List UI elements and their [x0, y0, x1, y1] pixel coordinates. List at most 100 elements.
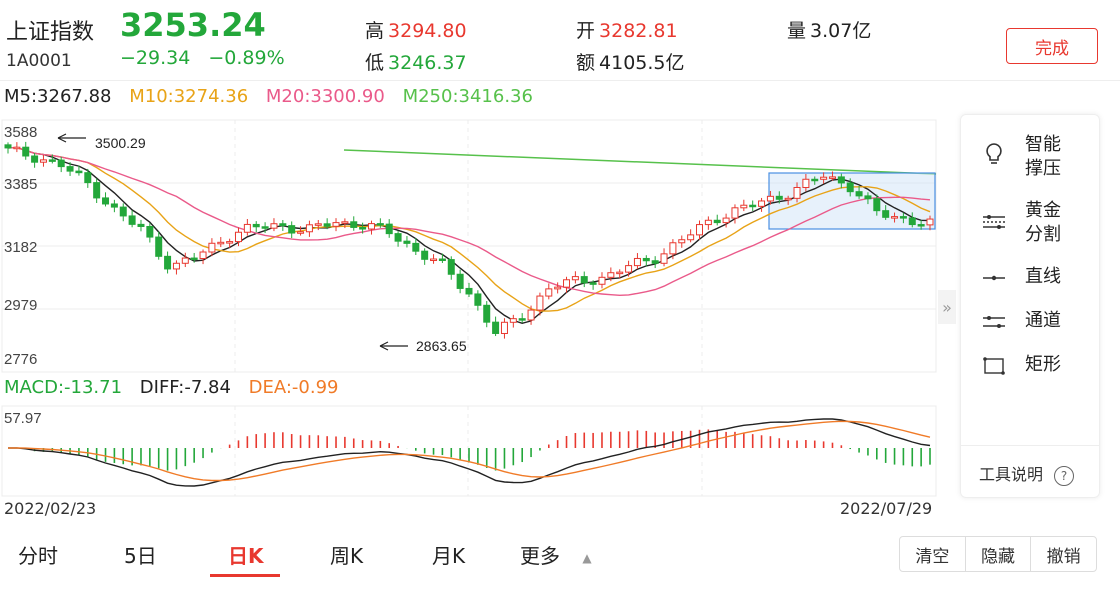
candle-body	[793, 186, 801, 199]
candle-body	[208, 242, 216, 253]
tool-label: 矩形	[1025, 354, 1061, 375]
candle-body	[48, 159, 56, 162]
candle-body	[846, 182, 854, 193]
candle-body	[190, 257, 198, 261]
open-stat: 开 3282.81	[576, 16, 678, 43]
tab-more[interactable]: 更多 ▲	[520, 540, 592, 569]
candle-body	[873, 198, 881, 212]
candle-body	[607, 272, 615, 278]
candle-body	[137, 223, 145, 227]
clear-button[interactable]: 清空	[900, 537, 966, 571]
candle-body	[93, 182, 101, 199]
more-label: 更多	[520, 544, 560, 568]
candle-body	[571, 276, 579, 281]
candle-body	[749, 204, 757, 208]
candle-body	[775, 195, 783, 200]
candle-body	[926, 218, 934, 226]
candle-body	[412, 242, 420, 252]
tool-golden-split[interactable]: 黄金 分割	[961, 197, 1101, 251]
tool-label: 智能 撑压	[1025, 134, 1061, 179]
divider	[0, 80, 1120, 81]
y-tick: 3588	[4, 124, 37, 141]
candle-body	[758, 200, 766, 207]
ma10-line	[7, 146, 931, 312]
candle-body	[917, 224, 925, 227]
candle-body	[908, 217, 916, 226]
tool-label: 直线	[1025, 266, 1061, 287]
candle-body	[704, 219, 712, 226]
ma5-label: M5:3267.88	[4, 86, 112, 107]
amount-stat: 额 4105.5亿	[576, 48, 685, 75]
candle-body	[687, 234, 695, 241]
tab-weekly-k[interactable]: 周K	[330, 544, 364, 568]
price-grid	[1, 119, 937, 373]
change-value: −29.34	[120, 47, 191, 69]
macd-lines	[7, 418, 931, 487]
done-button[interactable]: 完成	[1006, 28, 1098, 64]
tool-smart-support[interactable]: 智能 撑压	[961, 131, 1101, 185]
tab-intraday[interactable]: 分时	[18, 544, 58, 568]
price-change: −29.34 −0.89%	[120, 47, 285, 69]
candle-body	[31, 155, 39, 163]
ma20-line	[7, 146, 931, 297]
expand-toolbar-handle[interactable]: »	[938, 290, 956, 324]
candle-body	[563, 279, 571, 288]
low-stat: 低 3246.37	[365, 48, 467, 75]
high-label: 高	[365, 20, 385, 42]
tab-monthly-k[interactable]: 月K	[432, 544, 466, 568]
candle-body	[580, 276, 588, 284]
undo-button[interactable]: 撤销	[1046, 546, 1081, 567]
candle-body	[864, 195, 872, 200]
tool-help-link[interactable]: 工具说明 ?	[979, 461, 1075, 486]
candlesticks	[4, 141, 934, 339]
candle-body	[128, 215, 136, 225]
low-arrowhead	[379, 341, 389, 351]
diff-line	[7, 418, 931, 487]
candle-body	[252, 223, 260, 228]
candle-body	[75, 170, 83, 174]
start-date: 2022/02/23	[4, 499, 97, 518]
candle-body	[39, 159, 47, 163]
candle-body	[261, 226, 269, 229]
rectangle-icon	[983, 357, 1005, 375]
candle-body	[722, 217, 730, 224]
tool-rectangle[interactable]: 矩形	[961, 351, 1101, 381]
ma20-label: M20:3300.90	[265, 86, 385, 107]
candle-body	[66, 166, 74, 172]
channel-icon	[983, 316, 1005, 328]
candle-body	[57, 159, 65, 168]
tab-daily-k[interactable]: 日K	[228, 544, 264, 568]
tool-straight-line[interactable]: 直线	[961, 263, 1101, 293]
last-price: 3253.24	[120, 6, 266, 44]
tool-help-label: 工具说明	[979, 465, 1044, 484]
candle-body	[447, 259, 455, 275]
y-tick: 2979	[4, 297, 37, 314]
candle-body	[828, 176, 836, 179]
golden-split-icon	[983, 215, 1005, 229]
candle-body	[465, 287, 473, 295]
macd-max-tick: 57.97	[4, 410, 42, 427]
candle-body	[341, 221, 349, 224]
amount-label: 额	[576, 52, 596, 74]
candle-body	[766, 195, 774, 202]
hide-button[interactable]: 隐藏	[966, 537, 1032, 571]
candle-body	[226, 241, 234, 244]
open-value: 3282.81	[599, 20, 678, 42]
candle-body	[713, 219, 721, 224]
ma250-label: M250:3416.36	[402, 86, 533, 107]
kline-chart[interactable]: 3588 3385 3182 2979 2776 57.97 3500.29 2…	[0, 110, 940, 500]
candle-body	[625, 265, 633, 273]
high-value: 3294.80	[388, 20, 467, 42]
candle-body	[784, 197, 792, 201]
tab-5day[interactable]: 5日	[124, 544, 157, 568]
candle-body	[509, 318, 517, 323]
candle-body	[4, 144, 12, 149]
volume-value: 3.07亿	[810, 20, 872, 42]
diff-value: DIFF:-7.84	[139, 377, 231, 398]
tool-channel[interactable]: 通道	[961, 307, 1101, 337]
candle-body	[84, 172, 92, 184]
candle-body	[899, 216, 907, 219]
candle-body	[376, 223, 384, 226]
candle-body	[891, 216, 899, 219]
candle-body	[119, 206, 127, 217]
